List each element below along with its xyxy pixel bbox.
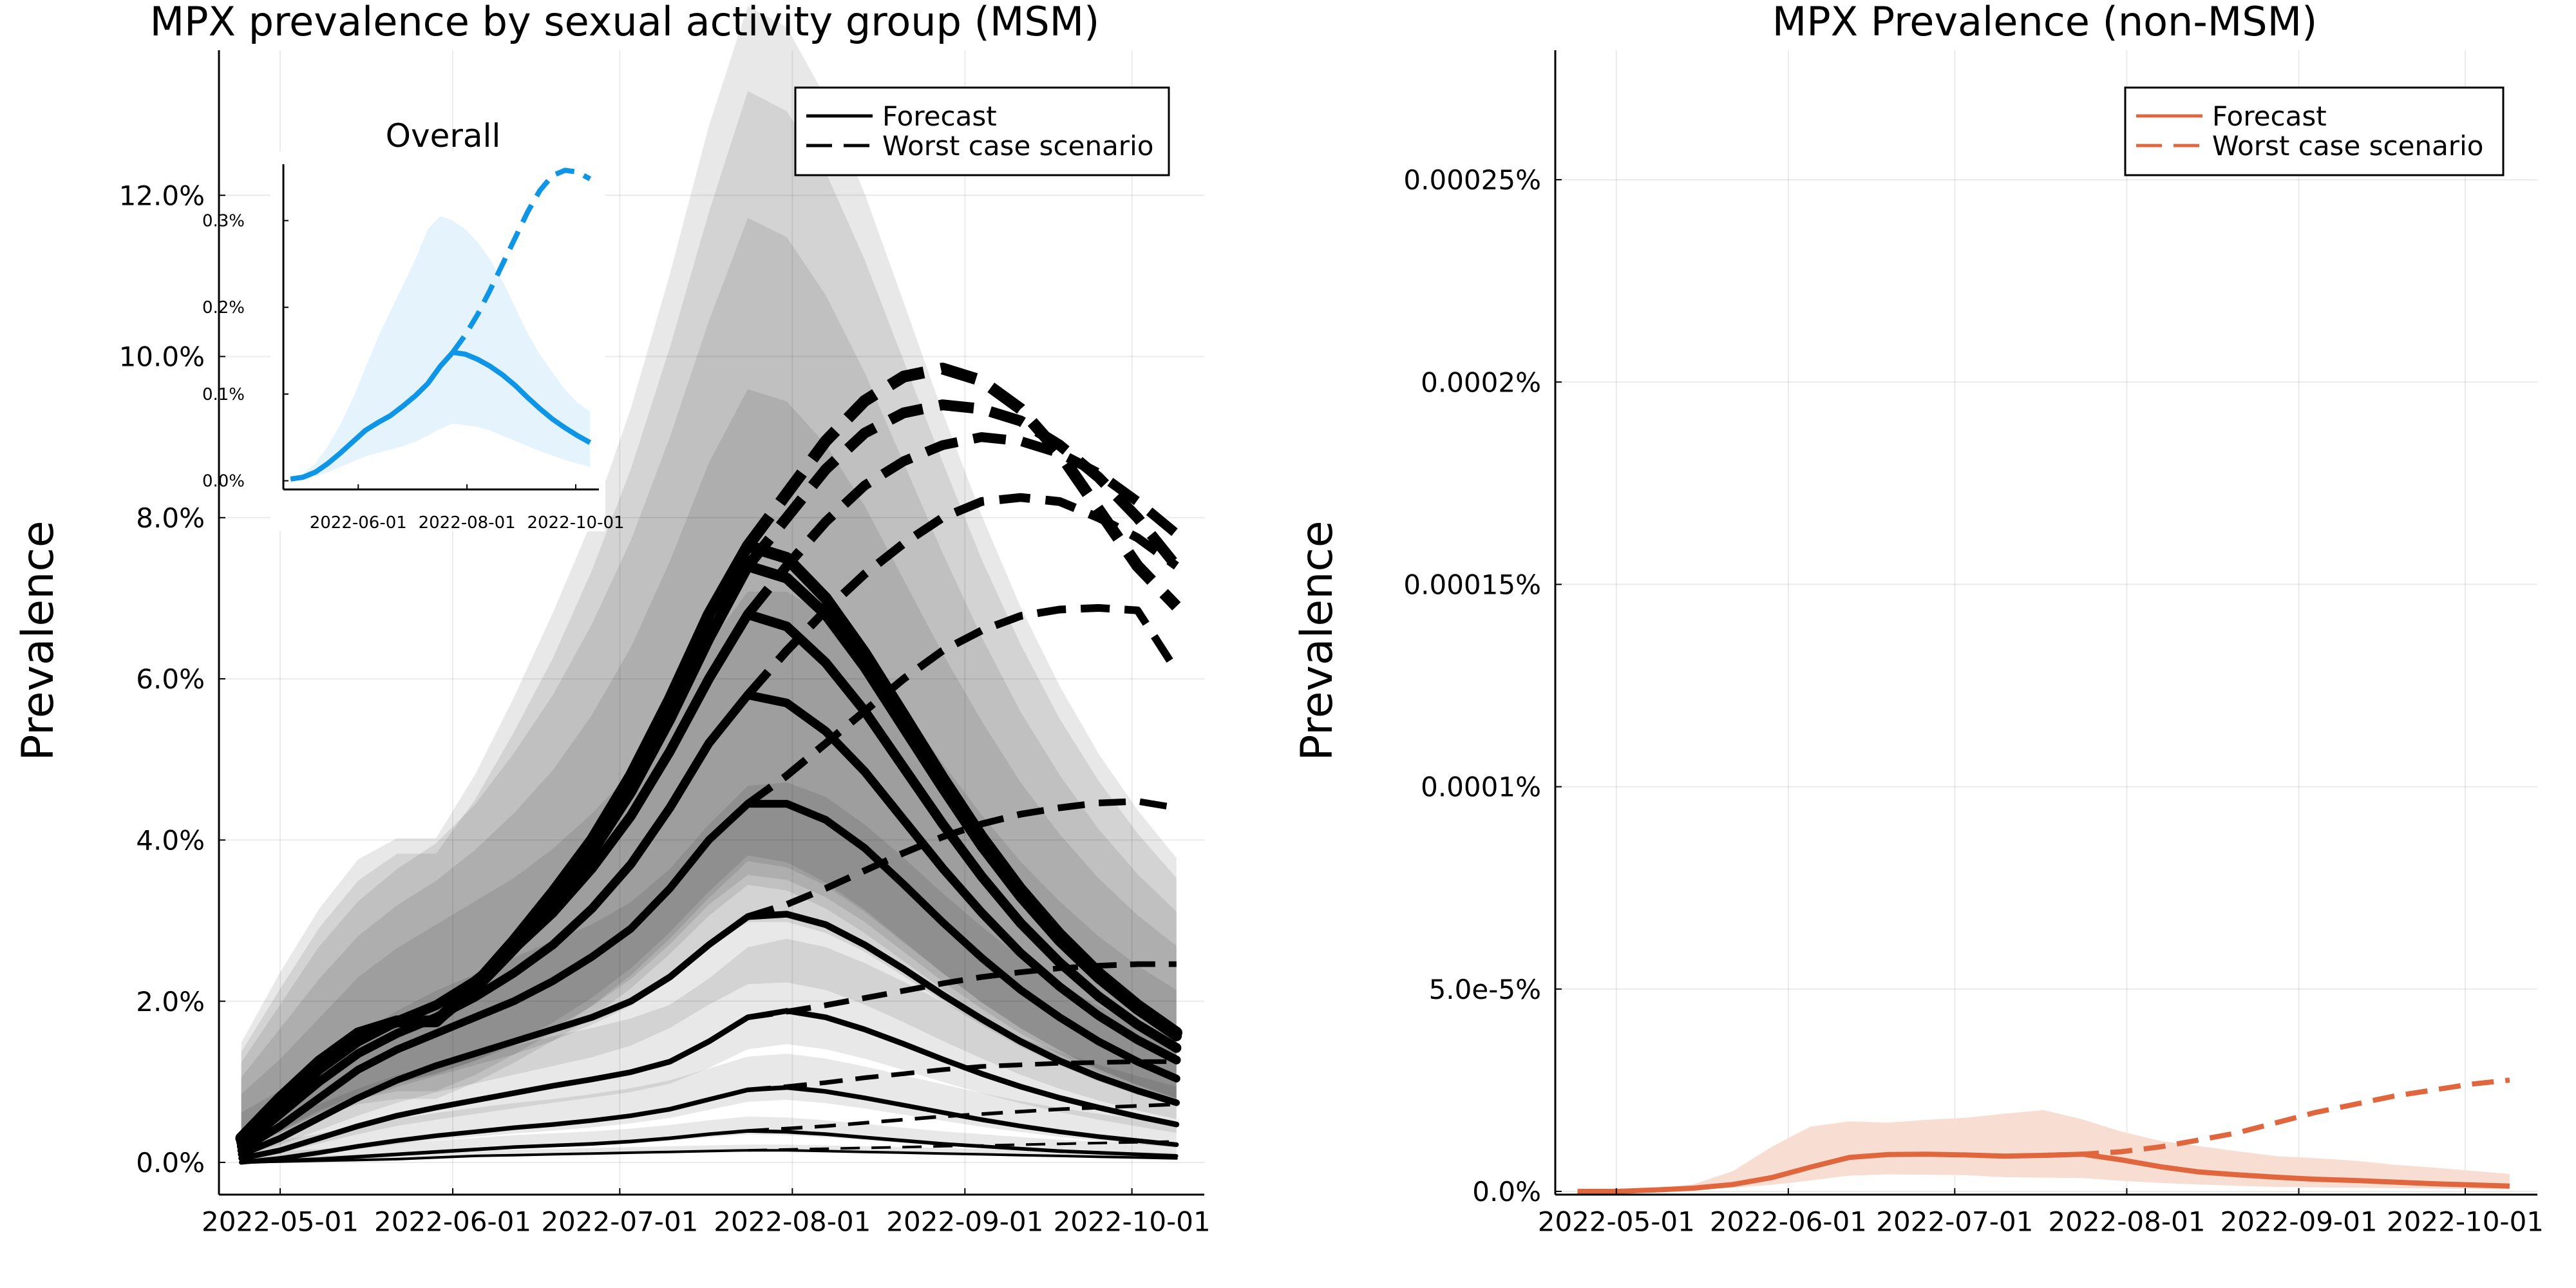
msm-y-tick-label: 10.0% [119,341,205,373]
msm-y-tick-label: 6.0% [136,663,205,695]
non-msm-y-tick-label: 0.00015% [1403,569,1541,601]
msm-band-group-3 [241,1054,1177,1162]
msm-y-tick-label: 0.0% [136,1147,205,1179]
msm-x-tick-label: 2022-08-01 [714,1206,871,1238]
overall-x-tick-label: 2022-06-01 [310,513,407,533]
non-msm-legend-forecast-label: Forecast [2212,100,2327,132]
msm-forecast-line-group-7 [236,690,1181,1151]
non-msm-y-tick-label: 0.0002% [1421,366,1541,398]
non-msm-x-tick-label: 2022-08-01 [2048,1206,2205,1238]
non-msm-y-axis-label: Prevalence [1292,520,1343,761]
msm-worst-line-group-10 [743,363,1181,611]
non-msm-lines [1577,1077,2510,1194]
msm-forecast-line-group-6 [237,800,1180,1155]
non-msm-x-tick-label: 2022-07-01 [1876,1206,2033,1238]
msm-forecast-line-group-3 [239,1085,1179,1165]
non-msm-x-tick-label: 2022-05-01 [1538,1206,1695,1238]
non-msm-x-tick-label: 2022-06-01 [1710,1206,1867,1238]
overall-worst-case-line [450,167,592,354]
overall-y-tick-label: 0.1% [202,385,245,404]
msm-axes: 2022-05-01 2022-06-01 2022-07-01 2022-08-01… [119,50,1211,1238]
msm-legend: Forecast Worst case scenario [794,86,1170,176]
msm-worst-line-group-1 [748,1140,1177,1152]
non-msm-worst-case-line [2043,1077,2510,1158]
non-msm-legend-worst-label: Worst case scenario [2212,130,2483,162]
msm-y-tick-label: 2.0% [136,986,205,1018]
non-msm-x-tick-label: 2022-09-01 [2220,1206,2377,1238]
non-msm-y-tick-label: 0.0001% [1421,772,1541,803]
msm-y-tick-label: 12.0% [119,180,205,211]
overall-band [290,216,591,480]
msm-forecast-line-group-5 [238,911,1180,1158]
msm-y-tick-label: 4.0% [136,825,205,857]
non-msm-x-tick-label: 2022-10-01 [2387,1206,2544,1238]
overall-x-tick-label: 2022-10-01 [527,513,624,533]
non-msm-band [1577,1110,2510,1191]
msm-x-tick-label: 2022-10-01 [1054,1206,1211,1238]
overall-forecast-band [290,216,591,480]
overall-forecast-line [290,350,592,482]
msm-legend-forecast-label: Forecast [882,100,997,132]
non-msm-grid [1555,50,2537,1195]
msm-band-group-5 [241,782,1177,1157]
msm-forecast-line-group-1 [240,1149,1178,1164]
overall-inset-title: Overall [386,117,501,155]
msm-forecast-line-group-10 [235,540,1182,1144]
non-msm-legend-box [2124,86,2505,176]
msm-x-tick-label: 2022-06-01 [374,1206,531,1238]
overall-axes: 2022-06-01 2022-08-01 2022-10-01 0.0% 0.1% 0.… [202,164,625,533]
msm-group-lines [235,363,1182,1165]
msm-worst-line-group-4 [747,961,1177,1021]
non-msm-axes: 2022-05-01 2022-06-01 2022-07-01 2022-08-01… [1403,50,2544,1238]
msm-x-tick-label: 2022-09-01 [886,1206,1043,1238]
non-msm-legend: Forecast Worst case scenario [2124,86,2505,176]
msm-legend-box [794,86,1170,176]
msm-worst-line-group-6 [745,604,1180,807]
overall-y-tick-label: 0.2% [202,298,245,317]
msm-band-group-1 [241,1144,1177,1162]
msm-chart-title: MPX prevalence by sexual activity group … [150,0,1100,45]
non-msm-forecast-band [1577,1110,2510,1191]
msm-forecast-line-group-2 [239,1129,1179,1164]
msm-worst-line-group-5 [746,798,1177,920]
overall-inset-chart: 2022-06-01 2022-08-01 2022-10-01 0.0% 0.1% 0.… [202,117,625,533]
msm-x-tick-label: 2022-07-01 [541,1206,698,1238]
msm-x-tick-label: 2022-05-01 [202,1206,359,1238]
overall-x-tick-label: 2022-08-01 [419,513,516,533]
non-msm-y-tick-label: 5.0e-5% [1429,974,1541,1005]
msm-legend-worst-label: Worst case scenario [882,130,1153,162]
msm-band-group-4 [241,938,1177,1160]
msm-y-axis-label: Prevalence [13,520,64,761]
non-msm-y-tick-label: 0.0% [1472,1176,1541,1208]
non-msm-prevalence-chart: 2022-05-01 2022-06-01 2022-07-01 2022-08-01… [1292,0,2544,1238]
non-msm-chart-title: MPX Prevalence (non-MSM) [1772,0,2318,45]
msm-y-tick-label: 8.0% [136,502,205,534]
overall-y-tick-label: 0.3% [202,212,245,231]
msm-band-group-7 [241,389,1177,1153]
non-msm-y-tick-label: 0.00025% [1403,164,1541,196]
msm-forecast-line-group-4 [238,1008,1180,1162]
msm-prevalence-chart: 2022-05-01 2022-06-01 2022-07-01 2022-08-01… [13,0,1211,1238]
overall-lines [290,167,592,482]
msm-worst-line-group-9 [743,399,1181,570]
msm-worst-line-group-8 [744,432,1180,618]
overall-y-tick-label: 0.0% [202,472,245,491]
